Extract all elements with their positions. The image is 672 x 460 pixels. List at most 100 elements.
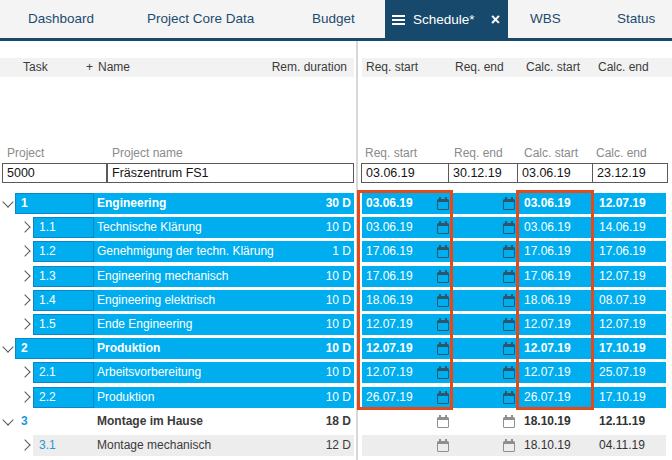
calc-start-cell[interactable]: 18.10.19: [518, 435, 594, 456]
req-end-cell[interactable]: [452, 435, 518, 456]
task-name-cell[interactable]: Technische Klärung: [97, 217, 202, 238]
task-id-cell[interactable]: 1.1: [33, 217, 94, 238]
req-end-cell[interactable]: [452, 314, 518, 335]
task-duration-cell[interactable]: 10 D: [326, 314, 351, 335]
tab-project-core-data[interactable]: Project Core Data: [147, 0, 254, 38]
task-id-cell[interactable]: 1.3: [33, 266, 94, 287]
header-req-end[interactable]: Req. end: [455, 58, 504, 77]
calc-end-cell[interactable]: 17.10.19: [594, 387, 666, 408]
calc-end-cell[interactable]: 12.07.19: [594, 266, 666, 287]
task-name-cell[interactable]: Engineering mechanisch: [97, 266, 228, 287]
req-end-cell[interactable]: [452, 338, 518, 359]
task-name-cell[interactable]: Montage mechanisch: [97, 435, 211, 456]
task-duration-cell[interactable]: 30 D: [326, 193, 351, 214]
task-name-cell[interactable]: Arbeitsvorbereitung: [97, 362, 201, 383]
task-id-cell[interactable]: 1.5: [33, 314, 94, 335]
calc-start-cell[interactable]: 18.10.19: [518, 411, 594, 432]
task-name-cell[interactable]: Produktion: [97, 387, 154, 408]
req-end-cell[interactable]: [452, 362, 518, 383]
task-name-cell[interactable]: Montage im Hause: [97, 411, 203, 432]
calendar-icon[interactable]: [503, 197, 515, 210]
calc-end-cell[interactable]: 14.06.19: [594, 217, 666, 238]
req-end-cell[interactable]: [452, 193, 518, 214]
task-duration-cell[interactable]: 18 D: [326, 411, 351, 432]
header-rem-duration[interactable]: Rem. duration: [267, 58, 347, 77]
chevron-right-icon[interactable]: [19, 270, 30, 281]
task-row-3[interactable]: 3Montage im Hause 18 D 18.10.1912.11.19: [0, 411, 672, 432]
calc-end-cell[interactable]: 04.11.19: [594, 435, 666, 456]
calendar-icon[interactable]: [503, 342, 515, 355]
task-name-cell[interactable]: Ende Engineering: [97, 314, 192, 335]
header-name[interactable]: Name: [98, 58, 130, 77]
task-id-cell[interactable]: 1.4: [33, 290, 94, 311]
project-req-start-field[interactable]: 03.06.19: [361, 163, 449, 183]
task-name-cell[interactable]: Produktion: [97, 338, 160, 359]
calendar-icon[interactable]: [503, 245, 515, 258]
header-task[interactable]: Task: [23, 58, 48, 77]
task-id-cell[interactable]: 3: [15, 411, 94, 432]
req-end-cell[interactable]: [452, 266, 518, 287]
task-duration-cell[interactable]: 10 D: [326, 266, 351, 287]
task-id-cell[interactable]: 3.1: [33, 435, 94, 456]
calc-end-cell[interactable]: 25.07.19: [594, 362, 666, 383]
add-column-icon[interactable]: +: [86, 58, 93, 77]
calendar-icon[interactable]: [437, 415, 449, 428]
calc-end-cell[interactable]: 12.11.19: [594, 411, 666, 432]
task-id-cell[interactable]: 2.2: [33, 387, 94, 408]
task-duration-cell[interactable]: 1 D: [332, 241, 351, 262]
calc-end-cell[interactable]: 17.06.19: [594, 241, 666, 262]
calendar-icon[interactable]: [503, 391, 515, 404]
task-name-cell[interactable]: Engineering: [97, 193, 166, 214]
project-req-end-field[interactable]: 30.12.19: [448, 163, 518, 183]
calc-end-cell[interactable]: 17.10.19: [594, 338, 666, 359]
chevron-right-icon[interactable]: [19, 439, 30, 450]
calendar-icon[interactable]: [503, 366, 515, 379]
req-start-cell[interactable]: [362, 411, 452, 432]
chevron-right-icon[interactable]: [19, 366, 30, 377]
header-calc-end[interactable]: Calc. end: [598, 58, 649, 77]
req-end-cell[interactable]: [452, 217, 518, 238]
calendar-icon[interactable]: [503, 294, 515, 307]
task-duration-cell[interactable]: 10 D: [326, 362, 351, 383]
calendar-icon[interactable]: [503, 439, 515, 452]
tab-schedule[interactable]: Schedule* ×: [385, 0, 508, 41]
chevron-down-icon[interactable]: [2, 196, 13, 207]
chevron-down-icon[interactable]: [2, 414, 13, 425]
header-req-start[interactable]: Req. start: [366, 58, 418, 77]
header-calc-start[interactable]: Calc. start: [526, 58, 580, 77]
task-duration-cell[interactable]: 10 D: [326, 387, 351, 408]
tab-budget[interactable]: Budget: [312, 0, 355, 38]
tab-status[interactable]: Status: [617, 0, 655, 38]
calendar-icon[interactable]: [437, 439, 449, 452]
calc-end-cell[interactable]: 12.07.19: [594, 314, 666, 335]
calc-end-cell[interactable]: 08.07.19: [594, 290, 666, 311]
chevron-right-icon[interactable]: [19, 245, 30, 256]
chevron-right-icon[interactable]: [19, 294, 30, 305]
chevron-down-icon[interactable]: [2, 341, 13, 352]
req-end-cell[interactable]: [452, 387, 518, 408]
task-id-cell[interactable]: 1.2: [33, 241, 94, 262]
tab-dashboard[interactable]: Dashboard: [28, 0, 94, 38]
calendar-icon[interactable]: [503, 221, 515, 234]
req-start-cell[interactable]: [362, 435, 452, 456]
task-duration-cell[interactable]: 10 D: [326, 217, 351, 238]
tab-wbs[interactable]: WBS: [530, 0, 561, 38]
req-end-cell[interactable]: [452, 290, 518, 311]
project-calc-start-field[interactable]: 03.06.19: [517, 163, 593, 183]
task-duration-cell[interactable]: 12 D: [326, 435, 351, 456]
close-tab-icon[interactable]: ×: [491, 0, 500, 41]
task-row-3.1[interactable]: 3.1Montage mechanisch 12 D 18.10.1904.11.1…: [0, 435, 672, 456]
chevron-right-icon[interactable]: [19, 318, 30, 329]
project-calc-end-field[interactable]: 23.12.19: [592, 163, 668, 183]
project-name-field[interactable]: Fräszentrum FS1: [107, 163, 354, 183]
menu-icon[interactable]: [392, 15, 406, 26]
task-name-cell[interactable]: Genehmigung der techn. Klärung: [97, 241, 274, 262]
task-name-cell[interactable]: Engineering elektrisch: [97, 290, 215, 311]
req-end-cell[interactable]: [452, 241, 518, 262]
task-id-cell[interactable]: 2.1: [33, 362, 94, 383]
calc-end-cell[interactable]: 12.07.19: [594, 193, 666, 214]
task-id-cell[interactable]: 1: [15, 193, 94, 214]
task-duration-cell[interactable]: 10 D: [326, 338, 351, 359]
calendar-icon[interactable]: [503, 318, 515, 331]
chevron-right-icon[interactable]: [19, 221, 30, 232]
